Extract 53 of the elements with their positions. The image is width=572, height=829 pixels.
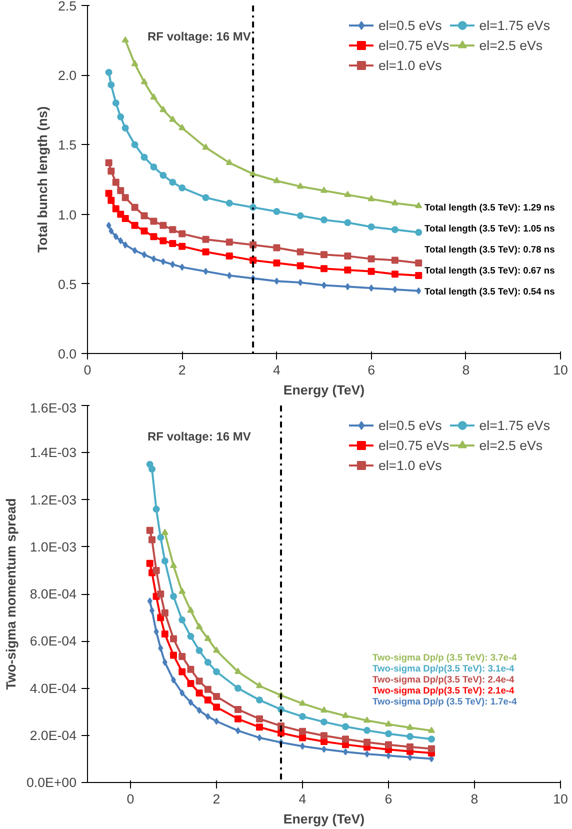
y-tick-label: 1.0 [58,207,77,222]
annotation: Total length (3.5 TeV): 1.05 ns [424,224,555,234]
y-tick-label: 0.0 [58,346,77,362]
x-tick-label: 8 [470,792,478,806]
x-tick-label: 4 [272,362,281,378]
annotation: Total length (3.5 TeV): 0.78 ns [424,244,555,254]
legend-label: el=1.0 eVs [378,458,442,472]
annotation: Two-sigma Dp/p (3.5 TeV): 3.7e-4 [372,652,518,662]
x-tick-label: 4 [298,792,307,806]
x-tick-label: 0 [126,792,134,806]
y-tick-label: 2.0 [58,68,77,84]
y-tick-label: 1.2E-03 [30,492,77,508]
x-tick-label: 2 [178,362,186,378]
x-tick-label: 6 [368,362,376,378]
legend-label: el=2.5 eVs [479,38,543,52]
annotation: Total length (3.5 TeV): 0.67 ns [424,266,555,276]
legend-label: el=1.75 eVs [479,418,550,432]
y-tick-label: 1.4E-03 [30,445,77,460]
y-tick-label: 1.0E-03 [30,539,77,554]
y-tick-label: 2.0E-04 [30,728,78,743]
y-tick-label: 8.0E-04 [30,586,78,602]
annotation: RF voltage: 16 MV [148,30,251,44]
annotation: Two-sigma Dp/p(3.5 TeV): 2.1e-4 [372,686,515,696]
y-axis-title: Two-sigma momentum spread [3,498,18,690]
x-axis-title: Energy (TeV) [283,812,365,826]
x-tick-label: 6 [384,792,392,806]
x-axis-title: Energy (TeV) [283,382,365,398]
x-tick-label: 0 [84,362,92,378]
legend-label: el=0.75 eVs [378,438,450,452]
y-tick-label: 4.0E-04 [30,680,78,696]
annotation: Total length (3.5 TeV): 0.54 ns [424,286,555,296]
legend-label: el=1.0 eVs [378,58,442,72]
x-tick-label: 10 [553,362,568,378]
legend-label: el=0.5 eVs [378,418,442,432]
y-tick-label: 1.6E-03 [30,400,77,416]
legend-label: el=2.5 eVs [479,438,543,452]
annotation: Total length (3.5 TeV): 1.29 ns [424,202,555,212]
x-tick-label: 8 [462,362,470,378]
y-tick-label: 2.5 [58,0,77,14]
x-tick-label: 10 [553,792,568,806]
legend-label: el=0.5 eVs [378,18,442,32]
y-axis-title: Total bunch length (ns) [34,106,50,253]
annotation: Two-sigma Dp/p(3.5 TeV): 2.4e-4 [372,674,515,684]
y-tick-label: 6.0E-04 [30,634,78,649]
annotation: Two-sigma Dp/p(3.5 TeV): 3.1e-4 [372,664,515,674]
annotation: Two-sigma Dp/p (3.5 TeV): 1.7e-4 [372,696,518,706]
y-tick-label: 1.5 [58,138,77,153]
y-tick-label: 0.0E+00 [26,775,77,790]
x-tick-label: 2 [212,792,220,806]
annotation: RF voltage: 16 MV [148,430,251,444]
y-tick-label: 0.5 [58,276,77,292]
legend-label: el=1.75 eVs [479,18,550,32]
legend-label: el=0.75 eVs [378,38,450,52]
